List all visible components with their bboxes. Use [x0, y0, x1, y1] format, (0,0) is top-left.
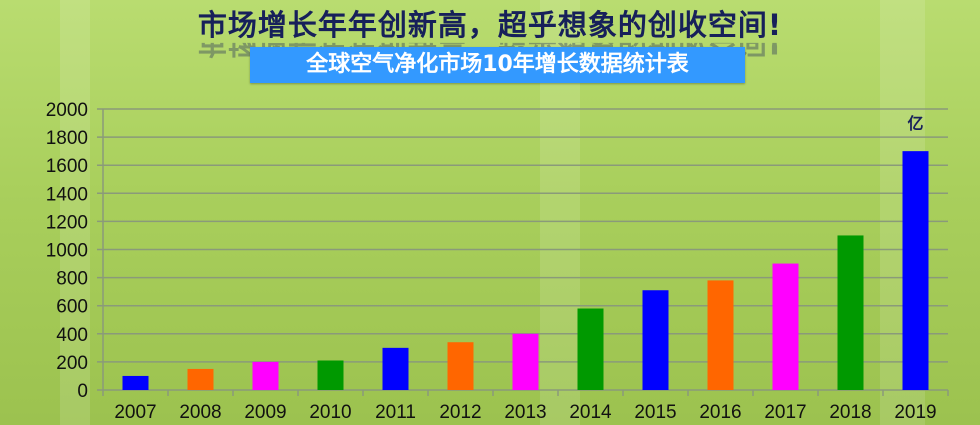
x-tick-label: 2015: [634, 402, 676, 423]
unit-label: 亿: [907, 114, 923, 133]
bar-2016: [707, 280, 734, 390]
background-stripe: [60, 0, 90, 425]
x-tick-label: 2013: [504, 402, 546, 423]
chart-subtitle-banner: 全球空气净化市场10年增长数据统计表: [250, 47, 745, 83]
bar-2018: [837, 235, 864, 390]
x-tick-label: 2009: [244, 402, 286, 423]
bar-2010: [317, 360, 344, 390]
x-tick-label: 2019: [894, 402, 936, 423]
bar-2014: [577, 308, 604, 390]
x-tick-label: 2017: [764, 402, 806, 423]
bar-2015: [642, 290, 669, 390]
y-tick-label: 1200: [46, 212, 88, 233]
y-tick-label: 1000: [46, 241, 88, 262]
page-title: 市场增长年年创新高，超乎想象的创收空间!: [197, 8, 783, 42]
bar-2011: [382, 347, 409, 390]
bar-2007: [122, 375, 149, 390]
y-tick-label: 1800: [46, 128, 88, 149]
x-tick-label: 2014: [569, 402, 612, 423]
x-tick-label: 2016: [699, 402, 741, 423]
x-tick-label: 2012: [439, 402, 481, 423]
x-tick-label: 2011: [375, 402, 416, 423]
x-tick-label: 2010: [309, 402, 351, 423]
y-tick-label: 200: [56, 353, 88, 374]
x-tick-label: 2018: [829, 402, 871, 423]
x-tick-label: 2008: [179, 402, 221, 423]
bar-2013: [512, 333, 539, 390]
y-tick-label: 400: [56, 325, 88, 346]
y-tick-label: 1400: [46, 184, 88, 205]
bar-2008: [187, 368, 214, 390]
bar-2012: [447, 342, 474, 390]
bar-2019: [902, 151, 929, 390]
bar-2009: [252, 361, 279, 390]
x-tick-label: 2007: [114, 402, 156, 423]
y-tick-label: 1600: [46, 156, 88, 177]
y-tick-label: 2000: [46, 100, 88, 121]
y-tick-label: 0: [77, 381, 88, 402]
y-tick-label: 600: [56, 297, 88, 318]
y-tick-label: 800: [56, 269, 88, 290]
bar-2017: [772, 263, 799, 390]
